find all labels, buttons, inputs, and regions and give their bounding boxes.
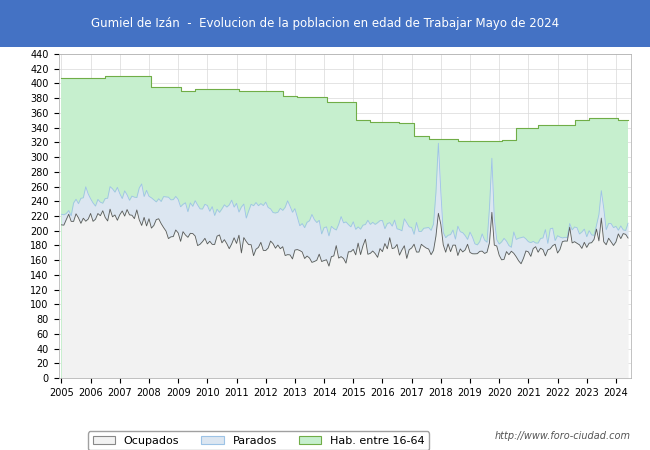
- Legend: Ocupados, Parados, Hab. entre 16-64: Ocupados, Parados, Hab. entre 16-64: [88, 431, 429, 450]
- Text: http://www.foro-ciudad.com: http://www.foro-ciudad.com: [495, 431, 630, 441]
- Text: Gumiel de Izán  -  Evolucion de la poblacion en edad de Trabajar Mayo de 2024: Gumiel de Izán - Evolucion de la poblaci…: [91, 17, 559, 30]
